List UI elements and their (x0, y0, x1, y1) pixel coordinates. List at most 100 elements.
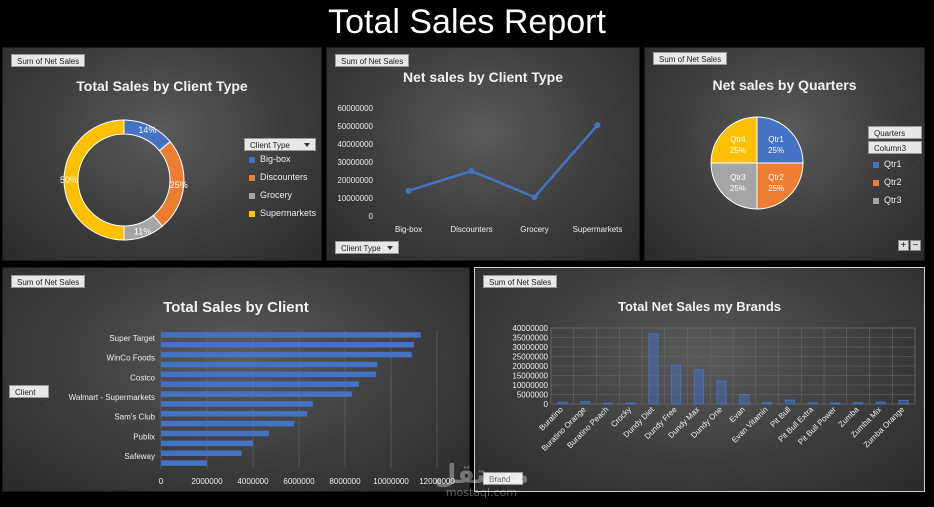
y-tick-label: 20000000 (512, 362, 548, 371)
data-label: 11% (134, 227, 151, 237)
legend-label: Qtr2 (884, 177, 902, 187)
pie-slice (710, 162, 758, 210)
bar (161, 420, 295, 427)
y-tick-label: 50000000 (337, 122, 373, 131)
collapse-icon[interactable]: − (910, 240, 921, 251)
y-tick-label: 20000000 (337, 176, 373, 185)
y-tick-label: Costco (130, 373, 155, 382)
panel-sales-by-client[interactable]: Sum of Net Sales Total Sales by Client 0… (2, 267, 470, 492)
panel-net-sales-by-brands[interactable]: Sum of Net Sales Total Net Sales my Bran… (474, 267, 925, 492)
legend-label: Big-box (260, 154, 291, 164)
pie-slice (756, 162, 804, 210)
y-tick-label: 0 (369, 212, 374, 221)
axis-filter-client[interactable]: Client (9, 385, 49, 407)
field-button-sum-net-sales[interactable]: Sum of Net Sales (335, 54, 410, 67)
data-label: 50% (60, 175, 78, 185)
y-tick-label: Super Target (109, 334, 155, 343)
category-label: Qtr3 (730, 173, 746, 182)
bar (161, 351, 412, 358)
chart-title: Total Sales by Client (163, 299, 309, 316)
legend-filter-label: Client Type (250, 141, 290, 150)
legend-entry: Big-box (249, 154, 291, 164)
y-tick-label: 15000000 (512, 372, 548, 381)
dropdown-arrow-icon (37, 403, 43, 407)
data-label: 25% (170, 180, 188, 190)
filter-label: Quarters (874, 129, 906, 138)
bar (161, 430, 270, 437)
legend-swatch (249, 210, 255, 217)
legend-swatch (873, 179, 879, 186)
expand-icon[interactable]: + (898, 240, 909, 251)
bar (557, 401, 568, 405)
bar (671, 364, 682, 405)
bar (580, 401, 591, 405)
filter-column3[interactable]: Column3 (868, 141, 922, 163)
filter-quarters[interactable]: Quarters (868, 126, 922, 148)
bar (161, 342, 414, 348)
y-tick-label: 60000000 (337, 104, 373, 113)
x-tick-label: 12000000 (419, 477, 455, 486)
field-button-sum-net-sales[interactable]: Sum of Net Sales (11, 275, 86, 288)
legend-label: Qtr3 (884, 195, 902, 205)
y-tick-label: Safeway (124, 452, 155, 461)
y-tick-label: 0 (544, 400, 549, 409)
axis-filter-client-type[interactable]: Client Type (335, 241, 399, 254)
bar (161, 381, 359, 387)
bar (161, 371, 377, 378)
y-tick-label: Walmart - Supermarkets (69, 393, 155, 402)
pie-slice (756, 116, 804, 164)
axis-filter-brand[interactable]: Brand (483, 472, 523, 491)
legend-label: Supermarkets (260, 208, 317, 218)
field-button-sum-net-sales[interactable]: Sum of Net Sales (11, 54, 86, 67)
x-tick-label: 4000000 (237, 477, 269, 486)
chart-title: Net sales by Quarters (712, 77, 857, 93)
y-tick-label: 40000000 (512, 324, 548, 333)
x-tick-label: Zumba Orange (862, 405, 907, 450)
dropdown-arrow-icon (387, 246, 393, 250)
bar (625, 402, 636, 405)
axis-filter-label: Client Type (341, 244, 381, 253)
bar (784, 399, 795, 405)
watermark-main: مستقل (433, 460, 529, 490)
panel-sales-by-client-type[interactable]: Sum of Net Sales Total Sales by Client T… (2, 47, 322, 261)
dropdown-arrow-icon (304, 143, 310, 147)
data-point (405, 187, 412, 194)
y-tick-label: 35000000 (512, 334, 548, 343)
legend-entry: Grocery (249, 190, 292, 200)
x-tick-label: Big-box (395, 225, 422, 234)
field-button-sum-net-sales[interactable]: Sum of Net Sales (653, 52, 728, 65)
dropdown-arrow-icon (511, 490, 517, 491)
y-tick-label: 40000000 (337, 140, 373, 149)
data-label: 25% (768, 184, 784, 193)
panel-net-sales-by-quarters[interactable]: Sum of Net Sales Net sales by Quarters Q… (644, 47, 925, 261)
y-tick-label: 30000000 (512, 343, 548, 352)
bar (161, 460, 207, 466)
watermark-sub: mostaql.com (445, 486, 518, 499)
legend-filter-client-type[interactable]: Client Type (244, 138, 316, 151)
bar (161, 332, 421, 338)
y-tick-label: 25000000 (512, 353, 548, 362)
bar (648, 333, 659, 405)
bar (739, 394, 750, 405)
legend-entry: Discounters (249, 172, 308, 182)
legend-entry: Qtr1 (873, 159, 902, 169)
x-tick-label: 8000000 (329, 477, 361, 486)
x-tick-label: 2000000 (191, 477, 223, 486)
bar (807, 402, 818, 405)
bar (161, 401, 313, 407)
legend-entry: Qtr2 (873, 177, 902, 187)
bar (762, 402, 773, 405)
y-tick-label: 30000000 (337, 158, 373, 167)
category-label: Qtr4 (730, 135, 746, 144)
bar (161, 411, 308, 417)
data-label: 25% (730, 184, 746, 193)
donut-slice (63, 119, 125, 241)
field-button-sum-net-sales[interactable]: Sum of Net Sales (483, 275, 558, 288)
pie-slice (710, 116, 758, 164)
x-tick-label: Grocery (520, 225, 548, 234)
bar (693, 369, 704, 405)
panel-net-sales-by-client-type[interactable]: Sum of Net Sales Net sales by Client Typ… (326, 47, 640, 261)
legend-swatch (249, 174, 255, 181)
bar (161, 440, 253, 447)
x-tick-label: 6000000 (283, 477, 315, 486)
